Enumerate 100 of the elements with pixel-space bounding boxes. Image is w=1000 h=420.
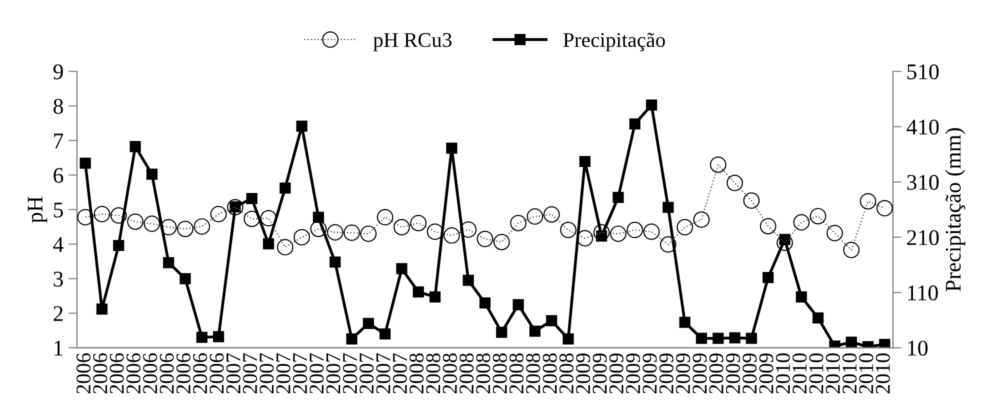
point bbox=[446, 142, 458, 154]
x-tick-label: 2007 bbox=[326, 353, 340, 394]
x-tick-label: 2008 bbox=[410, 353, 424, 394]
point bbox=[812, 312, 824, 324]
point bbox=[262, 238, 274, 250]
point bbox=[246, 192, 258, 204]
point bbox=[562, 333, 574, 344]
x-tick-label: 2006 bbox=[93, 353, 108, 394]
point bbox=[113, 240, 124, 252]
y2-tick-label: 210 bbox=[907, 230, 939, 246]
y-tick-label: 3 bbox=[54, 272, 63, 287]
y2-tick-label: 310 bbox=[907, 174, 939, 190]
point bbox=[346, 333, 358, 344]
x-tick-label: 2007 bbox=[292, 353, 308, 394]
x-tick-label: 2009 bbox=[726, 353, 740, 394]
y-tick-label: 4 bbox=[53, 237, 64, 252]
x-tick-label: 2009 bbox=[742, 353, 757, 394]
x-tick-label: 2010 bbox=[876, 353, 890, 394]
point bbox=[412, 286, 424, 298]
x-tick-label: 2006 bbox=[126, 353, 140, 394]
point bbox=[130, 141, 141, 152]
point bbox=[180, 273, 191, 284]
point bbox=[512, 299, 524, 310]
point bbox=[380, 328, 391, 340]
y2-tick-label: 10 bbox=[908, 340, 928, 356]
x-tick-label: 2010 bbox=[826, 353, 840, 394]
point bbox=[646, 100, 658, 111]
point bbox=[462, 274, 474, 286]
y-tick-label: 9 bbox=[53, 64, 63, 80]
y-tick-label: 7 bbox=[54, 134, 64, 148]
x-tick-label: 2009 bbox=[626, 353, 640, 394]
x-tick-label: 2009 bbox=[642, 353, 657, 394]
point bbox=[496, 326, 508, 338]
x-tick-label: 2009 bbox=[759, 353, 774, 394]
point bbox=[330, 256, 341, 268]
x-tick-label: 2008 bbox=[492, 353, 507, 394]
y2-axis-title: Precipitação (mm) bbox=[945, 128, 966, 292]
x-tick-label: 2010 bbox=[859, 353, 874, 394]
point bbox=[529, 326, 541, 337]
point bbox=[762, 272, 774, 284]
point bbox=[879, 338, 890, 348]
point bbox=[796, 291, 807, 302]
x-tick-label: 2009 bbox=[676, 353, 690, 394]
x-tick-label: 2008 bbox=[442, 353, 457, 394]
point bbox=[312, 212, 324, 223]
x-tick-label: 2007 bbox=[260, 353, 274, 394]
legend-label: pH RCu3 bbox=[373, 33, 452, 52]
point bbox=[80, 158, 91, 169]
point bbox=[662, 202, 674, 213]
x-tick-label: 2006 bbox=[143, 353, 158, 394]
y-tick-label: 2 bbox=[54, 306, 63, 321]
x-tick-label: 2006 bbox=[76, 353, 91, 394]
x-tick-label: 2008 bbox=[559, 353, 574, 394]
x-tick-label: 2008 bbox=[542, 353, 557, 394]
point bbox=[96, 304, 108, 315]
x-tick-label: 2008 bbox=[526, 353, 540, 394]
x-tick-label: 2007 bbox=[243, 353, 258, 394]
point bbox=[429, 291, 441, 302]
x-tick-label: 2009 bbox=[659, 353, 674, 394]
point bbox=[579, 156, 590, 168]
x-tick-label: 2008 bbox=[509, 353, 524, 394]
x-tick-label: 2006 bbox=[210, 353, 224, 394]
x-tick-label: 2006 bbox=[176, 353, 190, 394]
y-tick-label: 8 bbox=[54, 98, 63, 114]
point bbox=[696, 332, 708, 344]
point bbox=[280, 182, 291, 194]
y-tick-label: 1 bbox=[54, 340, 62, 356]
y2-tick-label: 510 bbox=[907, 64, 939, 80]
x-tick-label: 2006 bbox=[110, 353, 124, 394]
point bbox=[212, 331, 224, 342]
x-tick-label: 2006 bbox=[193, 353, 208, 394]
x-tick-label: 2007 bbox=[226, 353, 240, 394]
point bbox=[362, 318, 374, 329]
point bbox=[296, 120, 308, 132]
point bbox=[163, 257, 174, 268]
point bbox=[479, 297, 491, 309]
point bbox=[612, 192, 624, 203]
x-tick-label: 2009 bbox=[692, 353, 707, 394]
point bbox=[679, 316, 690, 328]
x-tick-label: 2007 bbox=[276, 353, 290, 394]
point bbox=[729, 332, 740, 344]
x-tick-label: 2006 bbox=[160, 353, 174, 394]
x-tick-label: 2009 bbox=[576, 353, 590, 394]
y-axis-title: pH bbox=[28, 196, 48, 223]
x-tick-label: 2007 bbox=[360, 353, 374, 394]
x-tick-label: 2008 bbox=[426, 353, 440, 394]
point bbox=[546, 315, 558, 326]
x-tick-label: 2008 bbox=[476, 353, 490, 394]
y-tick-label: 6 bbox=[54, 168, 64, 183]
point bbox=[396, 263, 408, 274]
x-tick-label: 2010 bbox=[776, 353, 790, 394]
y-tick-label: 5 bbox=[54, 202, 63, 218]
x-tick-label: 2009 bbox=[609, 353, 624, 394]
point bbox=[846, 336, 857, 348]
x-tick-label: 2009 bbox=[592, 353, 607, 394]
x-tick-label: 2008 bbox=[460, 353, 474, 394]
point bbox=[196, 332, 208, 343]
y2-tick-label: 110 bbox=[908, 285, 938, 300]
x-tick-label: 2007 bbox=[392, 353, 407, 394]
x-tick-label: 2010 bbox=[792, 353, 807, 394]
